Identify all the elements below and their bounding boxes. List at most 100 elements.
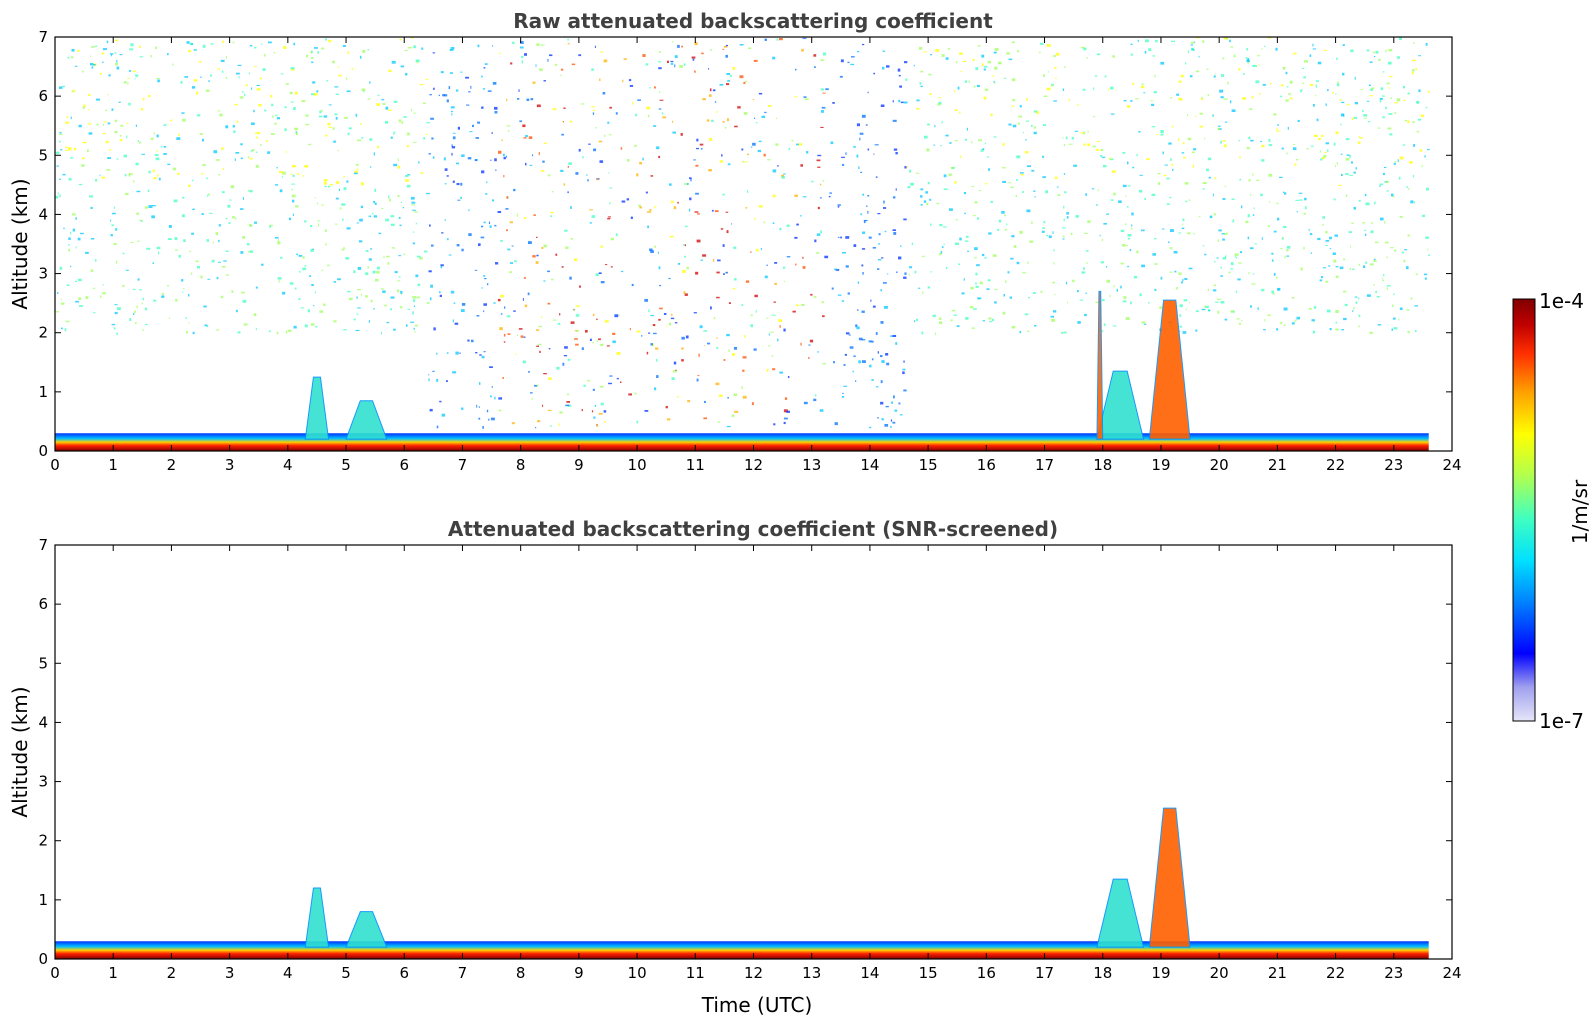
noise-pixel bbox=[146, 247, 151, 250]
noise-pixel bbox=[1170, 158, 1172, 161]
noise-pixel bbox=[509, 262, 513, 264]
noise-pixel bbox=[64, 328, 67, 332]
noise-pixel bbox=[1427, 148, 1430, 151]
noise-pixel bbox=[357, 267, 362, 270]
noise-pixel bbox=[368, 215, 371, 217]
noise-pixel bbox=[216, 277, 219, 280]
noise-pixel bbox=[596, 318, 598, 320]
noise-pixel bbox=[314, 197, 316, 199]
noise-pixel bbox=[191, 272, 193, 275]
noise-pixel bbox=[1425, 106, 1428, 109]
noise-pixel bbox=[802, 37, 807, 39]
noise-pixel bbox=[315, 325, 318, 328]
noise-pixel bbox=[206, 325, 209, 328]
noise-pixel bbox=[721, 154, 723, 157]
noise-pixel bbox=[550, 211, 554, 214]
noise-pixel bbox=[1237, 278, 1241, 281]
noise-pixel bbox=[1291, 296, 1295, 299]
noise-pixel bbox=[927, 286, 930, 289]
noise-pixel bbox=[410, 321, 415, 323]
noise-pixel bbox=[1011, 41, 1015, 44]
noise-pixel bbox=[637, 99, 641, 101]
noise-pixel bbox=[304, 220, 307, 223]
noise-pixel bbox=[880, 380, 883, 384]
x-tick-label: 4 bbox=[283, 964, 293, 982]
noise-pixel bbox=[1268, 173, 1273, 177]
noise-pixel bbox=[433, 327, 436, 331]
noise-pixel bbox=[841, 300, 845, 302]
noise-pixel bbox=[70, 265, 72, 268]
noise-pixel bbox=[1411, 71, 1414, 75]
noise-pixel bbox=[337, 150, 340, 152]
x-tick-label: 8 bbox=[516, 964, 526, 982]
noise-pixel bbox=[1392, 195, 1395, 198]
noise-pixel bbox=[979, 281, 983, 285]
noise-pixel bbox=[543, 80, 546, 82]
noise-pixel bbox=[58, 86, 63, 89]
noise-pixel bbox=[1108, 88, 1110, 91]
noise-pixel bbox=[977, 298, 980, 300]
noise-pixel bbox=[431, 137, 434, 140]
noise-pixel bbox=[628, 393, 632, 396]
noise-pixel bbox=[1365, 202, 1370, 206]
noise-pixel bbox=[982, 148, 985, 150]
noise-pixel bbox=[327, 185, 331, 188]
noise-pixel bbox=[440, 264, 444, 267]
noise-pixel bbox=[483, 351, 486, 353]
noise-pixel bbox=[871, 379, 874, 381]
noise-pixel bbox=[605, 264, 608, 266]
noise-pixel bbox=[127, 77, 130, 79]
noise-pixel bbox=[591, 68, 594, 71]
noise-pixel bbox=[670, 317, 675, 320]
noise-pixel bbox=[381, 208, 384, 210]
noise-pixel bbox=[536, 43, 540, 46]
noise-pixel bbox=[867, 210, 869, 214]
noise-pixel bbox=[1409, 161, 1413, 164]
noise-pixel bbox=[1220, 96, 1224, 99]
noise-pixel bbox=[1130, 228, 1133, 230]
noise-pixel bbox=[334, 113, 338, 116]
x-tick-label: 1 bbox=[108, 456, 118, 474]
y-tick-label: 1 bbox=[38, 891, 48, 909]
noise-pixel bbox=[508, 271, 512, 273]
noise-pixel bbox=[606, 345, 610, 347]
noise-pixel bbox=[1179, 314, 1182, 317]
noise-pixel bbox=[687, 400, 691, 403]
noise-pixel bbox=[600, 245, 603, 248]
noise-pixel bbox=[541, 316, 543, 318]
noise-pixel bbox=[1116, 288, 1118, 292]
noise-pixel bbox=[441, 232, 444, 234]
noise-pixel bbox=[280, 256, 283, 259]
noise-pixel bbox=[1315, 94, 1317, 97]
noise-pixel bbox=[1258, 64, 1260, 66]
noise-pixel bbox=[61, 302, 65, 305]
noise-pixel bbox=[242, 197, 244, 200]
noise-pixel bbox=[715, 382, 720, 386]
noise-pixel bbox=[652, 343, 655, 346]
noise-pixel bbox=[954, 109, 958, 111]
noise-pixel bbox=[1046, 44, 1051, 47]
noise-pixel bbox=[954, 181, 957, 184]
noise-pixel bbox=[997, 228, 1000, 231]
noise-pixel bbox=[461, 248, 464, 252]
noise-pixel bbox=[555, 253, 558, 256]
noise-pixel bbox=[598, 338, 601, 341]
noise-pixel bbox=[650, 175, 654, 177]
noise-pixel bbox=[564, 229, 568, 232]
noise-pixel bbox=[1171, 40, 1175, 43]
noise-pixel bbox=[755, 122, 758, 124]
noise-pixel bbox=[682, 269, 686, 273]
noise-pixel bbox=[343, 247, 345, 250]
noise-pixel bbox=[1379, 217, 1384, 221]
noise-pixel bbox=[388, 69, 392, 73]
noise-pixel bbox=[594, 45, 596, 48]
noise-pixel bbox=[1132, 166, 1135, 169]
noise-pixel bbox=[1143, 92, 1146, 94]
noise-pixel bbox=[357, 139, 362, 142]
noise-pixel bbox=[122, 252, 125, 255]
noise-pixel bbox=[328, 126, 332, 128]
noise-pixel bbox=[56, 165, 59, 167]
noise-pixel bbox=[153, 132, 155, 135]
noise-pixel bbox=[1317, 237, 1321, 241]
noise-pixel bbox=[153, 299, 157, 302]
